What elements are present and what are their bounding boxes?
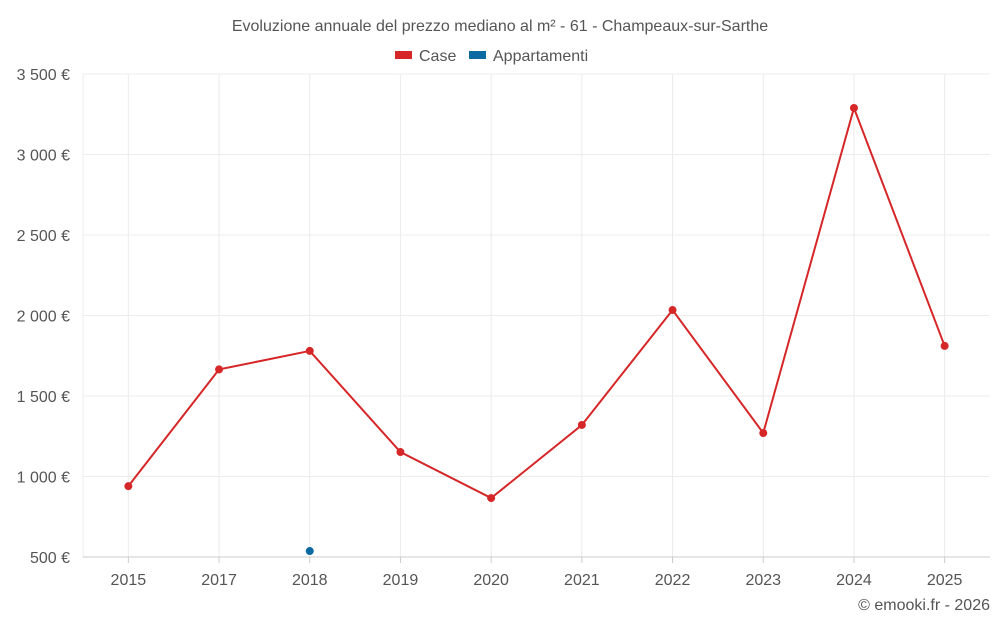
x-tick-label: 2022 bbox=[655, 572, 691, 589]
credit: © emooki.fr - 2026 bbox=[858, 597, 990, 614]
legend-swatch-appartamenti bbox=[469, 51, 486, 59]
data-point-case bbox=[487, 494, 496, 503]
x-tick-label: 2024 bbox=[836, 572, 872, 589]
legend-label-case[interactable]: Case bbox=[419, 48, 456, 65]
y-tick-label: 1 500 € bbox=[17, 389, 70, 406]
y-tick-label: 3 000 € bbox=[17, 148, 70, 165]
x-tick-label: 2020 bbox=[473, 572, 509, 589]
data-point-case bbox=[124, 482, 133, 491]
data-point-case bbox=[396, 448, 405, 457]
x-tick-label: 2018 bbox=[292, 572, 328, 589]
data-point-case bbox=[215, 365, 224, 374]
x-tick-label: 2023 bbox=[745, 572, 781, 589]
x-tick-label: 2015 bbox=[111, 572, 147, 589]
y-tick-label: 3 500 € bbox=[17, 67, 70, 84]
chart-title: Evoluzione annuale del prezzo mediano al… bbox=[232, 18, 768, 35]
legend-swatch-case bbox=[395, 51, 412, 59]
y-tick-label: 2 500 € bbox=[17, 228, 70, 245]
data-point-case bbox=[940, 341, 949, 350]
data-point-case bbox=[577, 420, 586, 429]
legend-label-appartamenti[interactable]: Appartamenti bbox=[493, 48, 588, 65]
x-tick-label: 2019 bbox=[383, 572, 419, 589]
legend: Case Appartamenti bbox=[395, 48, 588, 65]
data-point-case bbox=[759, 429, 768, 438]
data-point-case bbox=[849, 103, 858, 112]
series-line-case bbox=[127, 104, 946, 500]
y-tick-label: 500 € bbox=[30, 550, 70, 567]
y-tick-label: 2 000 € bbox=[17, 309, 70, 326]
data-point-case bbox=[305, 346, 314, 355]
y-tick-label: 1 000 € bbox=[17, 470, 70, 487]
x-tick-label: 2025 bbox=[927, 572, 963, 589]
x-tick-label: 2017 bbox=[201, 572, 237, 589]
data-point-appartamenti bbox=[305, 547, 314, 556]
data-point-case bbox=[668, 306, 677, 315]
x-tick-label: 2021 bbox=[564, 572, 600, 589]
